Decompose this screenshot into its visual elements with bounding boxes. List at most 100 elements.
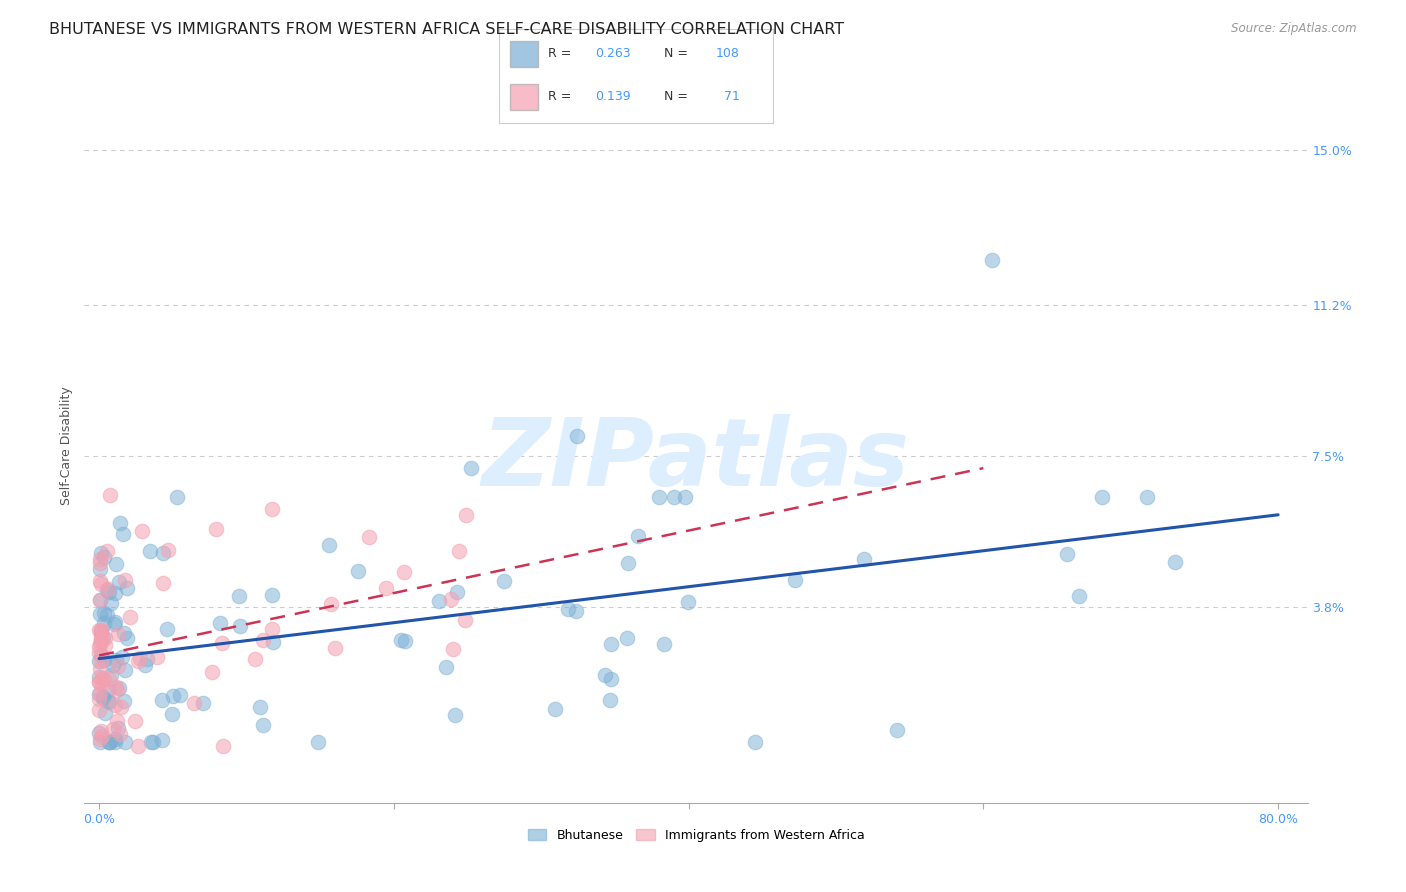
Point bbox=[249, 699, 271, 714]
Point bbox=[454, 613, 477, 627]
Point bbox=[89, 574, 111, 588]
Point bbox=[183, 696, 205, 710]
Text: N =: N = bbox=[664, 46, 692, 60]
Point bbox=[97, 582, 120, 597]
Point bbox=[89, 646, 111, 660]
Point bbox=[89, 556, 111, 570]
Point bbox=[252, 717, 274, 731]
Point bbox=[104, 734, 127, 748]
Point bbox=[211, 739, 233, 753]
Point bbox=[89, 592, 111, 607]
Point bbox=[89, 623, 111, 637]
Point bbox=[103, 616, 125, 631]
Point bbox=[662, 490, 685, 504]
Point bbox=[97, 683, 120, 698]
Point bbox=[114, 663, 136, 677]
Point bbox=[104, 680, 127, 694]
Point bbox=[593, 668, 616, 682]
Point bbox=[89, 551, 111, 566]
Point bbox=[104, 557, 127, 571]
Point bbox=[441, 642, 464, 657]
Point bbox=[87, 691, 110, 706]
Point bbox=[124, 714, 146, 729]
Point bbox=[94, 632, 117, 646]
Point bbox=[886, 723, 908, 737]
Point bbox=[243, 652, 266, 666]
Point bbox=[152, 576, 174, 591]
Point bbox=[211, 635, 233, 649]
Point bbox=[105, 714, 128, 728]
Point bbox=[89, 640, 111, 654]
Point bbox=[142, 734, 165, 748]
Point bbox=[150, 693, 173, 707]
Text: N =: N = bbox=[664, 90, 692, 103]
Point bbox=[107, 658, 129, 673]
Point bbox=[96, 544, 118, 558]
Point bbox=[108, 727, 131, 741]
Point bbox=[120, 610, 142, 624]
Point bbox=[783, 573, 806, 587]
Point bbox=[90, 723, 112, 738]
Point bbox=[394, 634, 416, 648]
Point bbox=[90, 654, 112, 668]
Point bbox=[97, 694, 120, 708]
Text: Source: ZipAtlas.com: Source: ZipAtlas.com bbox=[1232, 22, 1357, 36]
Point bbox=[446, 585, 468, 599]
Point bbox=[208, 615, 231, 630]
Point bbox=[103, 657, 125, 672]
Point bbox=[91, 630, 114, 644]
Point bbox=[108, 516, 131, 530]
Point bbox=[89, 655, 111, 669]
Point bbox=[260, 588, 283, 602]
Point bbox=[103, 731, 125, 746]
Point bbox=[434, 660, 457, 674]
Point bbox=[440, 592, 463, 607]
Point bbox=[150, 733, 173, 747]
Point bbox=[1067, 589, 1090, 603]
Legend: Bhutanese, Immigrants from Western Africa: Bhutanese, Immigrants from Western Afric… bbox=[523, 823, 869, 847]
Point bbox=[108, 575, 131, 590]
Text: BHUTANESE VS IMMIGRANTS FROM WESTERN AFRICA SELF-CARE DISABILITY CORRELATION CHA: BHUTANESE VS IMMIGRANTS FROM WESTERN AFR… bbox=[49, 22, 845, 37]
Point bbox=[107, 721, 129, 735]
Point bbox=[103, 722, 125, 736]
Point bbox=[108, 681, 131, 696]
Point bbox=[1056, 547, 1078, 561]
Point bbox=[145, 650, 167, 665]
Point bbox=[374, 582, 396, 596]
Point bbox=[112, 694, 135, 708]
Point bbox=[1164, 555, 1187, 569]
Point bbox=[112, 526, 135, 541]
Point bbox=[110, 700, 132, 714]
Point bbox=[600, 672, 623, 686]
Point bbox=[676, 595, 699, 609]
Text: R =: R = bbox=[548, 90, 576, 103]
Point bbox=[134, 658, 156, 673]
Point bbox=[111, 649, 134, 664]
Point bbox=[139, 734, 162, 748]
Point bbox=[100, 668, 122, 682]
Text: 108: 108 bbox=[716, 46, 740, 60]
FancyBboxPatch shape bbox=[510, 84, 537, 110]
Point bbox=[392, 565, 415, 579]
Point bbox=[114, 734, 136, 748]
Point bbox=[127, 654, 149, 668]
Point bbox=[104, 615, 127, 629]
Point bbox=[94, 706, 117, 720]
Point bbox=[90, 632, 112, 646]
Point bbox=[346, 564, 368, 578]
Point bbox=[91, 671, 114, 685]
Point bbox=[90, 648, 112, 663]
Point bbox=[89, 662, 111, 676]
Point bbox=[105, 683, 128, 698]
Point bbox=[87, 703, 110, 717]
Point bbox=[96, 583, 118, 598]
Point bbox=[169, 688, 191, 702]
FancyBboxPatch shape bbox=[510, 41, 537, 67]
Point bbox=[744, 734, 766, 748]
Point bbox=[357, 530, 380, 544]
Point bbox=[90, 629, 112, 643]
Point bbox=[617, 557, 640, 571]
Point bbox=[98, 488, 121, 502]
Point bbox=[90, 625, 112, 640]
Point bbox=[89, 674, 111, 689]
